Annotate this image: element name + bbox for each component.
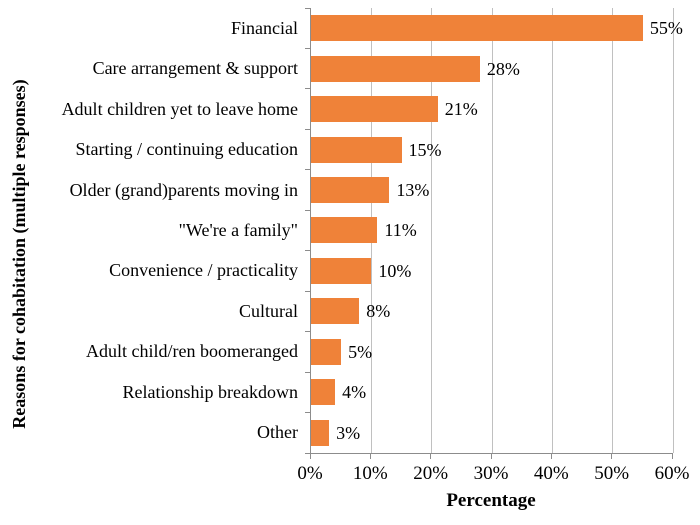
x-tick-label: 20%: [413, 463, 449, 484]
bar-row: 4%: [311, 372, 673, 412]
x-axis-tick: [490, 454, 492, 459]
x-axis-title: Percentage: [446, 490, 536, 511]
category-label-row: Other: [0, 413, 302, 453]
category-label-row: Financial: [0, 8, 302, 48]
x-axis-tick: [550, 454, 552, 459]
gridline: [491, 8, 493, 453]
y-axis-tick: [305, 452, 310, 454]
bar-row: 10%: [311, 251, 673, 291]
category-label: Adult child/ren boomeranged: [86, 341, 298, 362]
value-label: 8%: [366, 301, 391, 322]
x-tick-label: 50%: [594, 463, 630, 484]
bar: [311, 419, 330, 446]
value-label: 4%: [342, 382, 367, 403]
category-label-row: Adult child/ren boomeranged: [0, 332, 302, 372]
category-label-row: Adult children yet to leave home: [0, 89, 302, 129]
value-label: 28%: [486, 58, 520, 79]
bar-series: 55% 28% 21% 15% 13% 11% 10% 8% 5% 4% 3%: [311, 8, 683, 453]
category-label-row: Convenience / practicality: [0, 251, 302, 291]
category-label: "We're a family": [178, 219, 298, 240]
x-axis-tick-labels: 0% 10% 20% 30% 40% 50% 60%: [297, 463, 689, 487]
bar: [311, 257, 372, 284]
value-label: 55%: [649, 18, 683, 39]
bar-row: 55%: [311, 8, 683, 48]
y-axis-tick: [305, 412, 310, 414]
bar-row: 8%: [311, 291, 673, 331]
y-axis-tick: [305, 7, 310, 9]
y-axis-tick: [305, 128, 310, 130]
y-axis-tick: [305, 47, 310, 49]
x-tick-label: 40%: [533, 463, 569, 484]
x-tick-label: 60%: [654, 463, 690, 484]
x-tick-label: 30%: [473, 463, 509, 484]
category-label: Other: [257, 422, 298, 443]
category-label-row: Starting / continuing education: [0, 129, 302, 169]
x-tick-label: 0%: [297, 463, 323, 484]
y-axis-tick: [305, 290, 310, 292]
category-label: Cultural: [239, 300, 298, 321]
bar: [311, 136, 402, 163]
category-label-row: "We're a family": [0, 210, 302, 250]
y-axis-tick: [305, 88, 310, 90]
x-axis-ticks: [309, 454, 673, 460]
bar: [311, 96, 438, 123]
value-label: 5%: [348, 341, 373, 362]
bar: [311, 55, 480, 82]
category-label: Older (grand)parents moving in: [69, 179, 298, 200]
gridline: [612, 8, 614, 453]
value-label: 15%: [408, 139, 442, 160]
bar: [311, 298, 360, 325]
y-axis-tick: [305, 169, 310, 171]
y-axis-tick: [305, 209, 310, 211]
category-label: Financial: [231, 17, 298, 38]
x-axis-tick: [430, 454, 432, 459]
x-axis-tick: [611, 454, 613, 459]
category-label: Adult children yet to leave home: [61, 98, 298, 119]
bar: [311, 217, 378, 244]
bar: [311, 338, 342, 365]
category-label-row: Cultural: [0, 291, 302, 331]
x-axis-tick: [369, 454, 371, 459]
y-axis-tick: [305, 250, 310, 252]
category-label: Relationship breakdown: [122, 381, 298, 402]
category-label-row: Care arrangement & support: [0, 48, 302, 88]
value-label: 10%: [378, 260, 412, 281]
x-axis-tick: [671, 454, 673, 459]
value-label: 21%: [444, 99, 478, 120]
bar-row: 5%: [311, 332, 673, 372]
category-label: Care arrangement & support: [92, 58, 298, 79]
category-label: Starting / continuing education: [75, 139, 298, 160]
x-axis-tick: [309, 454, 311, 459]
category-label: Convenience / practicality: [109, 260, 298, 281]
bar-row: 21%: [311, 89, 673, 129]
gridline: [551, 8, 553, 453]
x-tick-label: 10%: [352, 463, 388, 484]
plot-area: 55% 28% 21% 15% 13% 11% 10% 8% 5% 4% 3%: [305, 7, 683, 454]
category-axis-labels: Financial Care arrangement & support Adult…: [0, 8, 302, 453]
bar: [311, 15, 643, 42]
y-axis-tick: [305, 331, 310, 333]
bar: [311, 177, 390, 204]
gridline: [672, 8, 674, 453]
bar-row: 3%: [311, 413, 673, 453]
category-label-row: Older (grand)parents moving in: [0, 170, 302, 210]
bar-row: 11%: [311, 210, 673, 250]
bar-row: 13%: [311, 170, 673, 210]
bar-row: 28%: [311, 48, 673, 88]
value-label: 11%: [384, 220, 417, 241]
value-label: 13%: [396, 180, 430, 201]
y-axis-tick: [305, 371, 310, 373]
gridline: [431, 8, 433, 453]
value-label: 3%: [336, 422, 361, 443]
bar: [311, 379, 336, 406]
category-label-row: Relationship breakdown: [0, 372, 302, 412]
bar-row: 15%: [311, 129, 673, 169]
